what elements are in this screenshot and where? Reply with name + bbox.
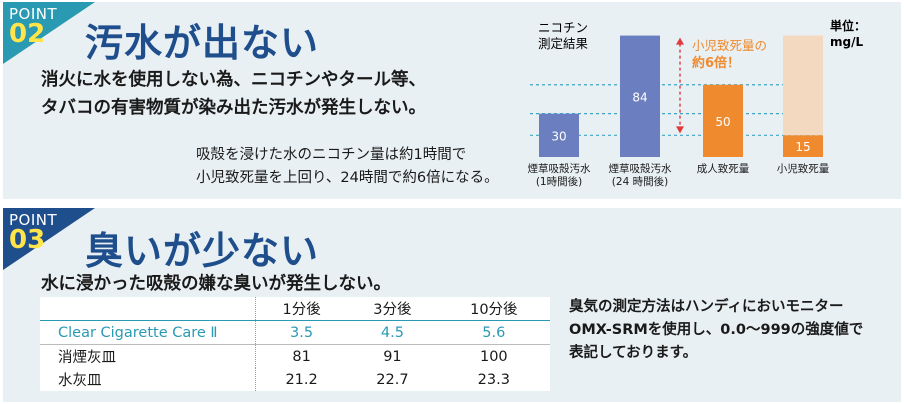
lead-line: タバコの有害物質が染み出た汚水が発生しない。 [41, 98, 426, 118]
lead-text: 水に浸かった吸殻の嫌な臭いが発生しない。 [41, 274, 391, 294]
annotation-line-1: 小児致死量の [692, 38, 767, 53]
note-text: 臭気の測定方法はハンディにおいモニター OMX-SRMを使用し、0.0〜999の… [569, 296, 863, 365]
badge-number: 02 [9, 19, 46, 49]
table-header-cell: 1分後 [255, 297, 348, 321]
bar-background [783, 35, 823, 136]
category-label: 成人致死量 [697, 162, 750, 175]
table-cell: 91 [383, 348, 402, 365]
table-cell: 消煙灰皿 [58, 350, 116, 366]
note-line: 臭気の測定方法はハンディにおいモニター [569, 299, 844, 315]
lead-line: 消火に水を使用しない為、ニコチンやタール等、 [41, 70, 426, 90]
annotation-line-2: 約6倍！ [692, 55, 740, 71]
chart-title-line-1: ニコチン [538, 20, 588, 35]
bar [620, 35, 660, 157]
table-cell: 81 [255, 344, 348, 368]
section-heading: 臭いが少ない [85, 229, 320, 273]
badge-word: POINT [9, 5, 58, 23]
category-label: 煙草吸殻汚水 [609, 162, 672, 175]
bar-value-label: 84 [632, 90, 647, 104]
table-cell: Clear Cigarette Care Ⅱ [40, 320, 256, 345]
table-row: Clear Cigarette Care Ⅱ 3.5 4.5 5.6 [40, 320, 550, 345]
category-label: (24 時間後) [612, 175, 668, 188]
category-label: 煙草吸殻汚水 [528, 162, 591, 175]
table-row: 水灰皿 21.2 22.7 23.3 [40, 368, 550, 391]
table-cell: 100 [479, 348, 508, 365]
note-line: OMX-SRMを使用し、0.0〜999の強度値で [569, 322, 864, 338]
lead-text: 消火に水を使用しない為、ニコチンやタール等、 タバコの有害物質が染み出た汚水が発… [41, 66, 426, 122]
bar [539, 113, 579, 157]
badge-shape [3, 2, 95, 64]
bar [783, 135, 823, 157]
table-header-cell [40, 297, 256, 321]
table-cell: 5.6 [437, 320, 550, 345]
section-heading: 汚水が出ない [85, 21, 320, 65]
point-badge: POINT 03 [3, 208, 95, 270]
category-label: 小児致死量 [777, 162, 830, 175]
odor-table: 1分後 3分後 10分後 Clear Cigarette Care Ⅱ 3.5 … [40, 297, 550, 391]
table-cell: 23.3 [477, 371, 510, 388]
note-text: 吸殻を浸けた水のニコチン量は約1時間で 小児致死量を上回り、24時間で約6倍にな… [196, 144, 499, 190]
table-row: 消煙灰皿 81 91 100 [40, 344, 550, 368]
arrow-head-up [676, 37, 684, 45]
unit-label-line-2: mg/L [830, 35, 863, 49]
category-label: (1時間後) [536, 175, 582, 188]
table-cell: 水灰皿 [58, 373, 102, 389]
point-02-panel: POINT 02 汚水が出ない 消火に水を使用しない為、ニコチンやタール等、 タ… [3, 2, 901, 199]
badge-number: 03 [9, 225, 46, 255]
table-cell: 22.7 [376, 371, 409, 388]
table-cell: 3.5 [255, 320, 348, 345]
table-cell: 4.5 [347, 320, 438, 345]
badge-shape [3, 208, 95, 270]
table-header-cell: 3分後 [347, 297, 438, 321]
point-badge: POINT 02 [3, 2, 95, 64]
table-header-cell: 10分後 [437, 297, 550, 321]
note-line: 表記しております。 [569, 345, 698, 361]
table-header-row: 1分後 3分後 10分後 [40, 297, 550, 321]
bar-value-label: 50 [715, 115, 730, 129]
table-cell: 21.2 [255, 368, 348, 391]
note-line: 小児致死量を上回り、24時間で約6倍になる。 [196, 170, 499, 186]
bar-value-label: 30 [551, 129, 566, 143]
arrow-head-down [676, 126, 684, 134]
unit-label-line-1: 単位： [830, 18, 866, 33]
bar [703, 84, 743, 157]
note-line: 吸殻を浸けた水のニコチン量は約1時間で [196, 147, 467, 163]
badge-word: POINT [9, 211, 58, 229]
chart-title-line-2: 測定結果 [538, 36, 589, 51]
bar-value-label: 15 [795, 140, 810, 154]
